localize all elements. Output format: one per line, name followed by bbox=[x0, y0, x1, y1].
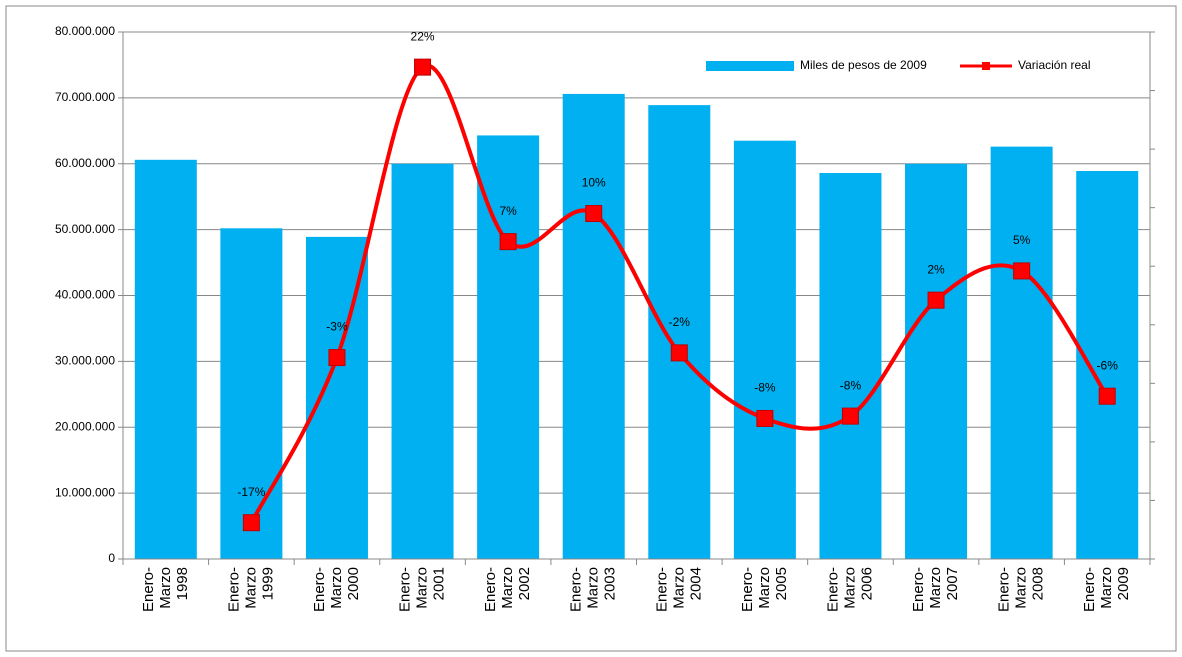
bar bbox=[733, 140, 796, 559]
x-tick-line: 2004 bbox=[687, 567, 704, 600]
x-tick-line: Enero- bbox=[482, 567, 499, 612]
legend-swatch bbox=[706, 61, 794, 71]
x-tick-line: Marzo bbox=[328, 567, 345, 609]
x-tick-label: Enero-Marzo2003 bbox=[568, 567, 619, 612]
x-tick-line: Marzo bbox=[1098, 567, 1115, 609]
bar bbox=[1076, 170, 1139, 559]
marker bbox=[499, 233, 517, 251]
data-label: -8% bbox=[840, 378, 862, 392]
marker bbox=[1098, 387, 1116, 405]
data-label: 5% bbox=[1013, 233, 1031, 247]
x-tick-label: Enero-Marzo2005 bbox=[739, 567, 790, 612]
x-tick-line: Marzo bbox=[841, 567, 858, 609]
data-label: 10% bbox=[582, 176, 606, 190]
x-tick-label: Enero-Marzo2008 bbox=[996, 567, 1047, 612]
bar bbox=[562, 93, 625, 560]
legend-label: Variación real bbox=[1018, 58, 1090, 72]
x-tick-line: Enero- bbox=[824, 567, 841, 612]
x-tick-label: Enero-Marzo2000 bbox=[311, 567, 362, 612]
line bbox=[249, 63, 1109, 524]
y-tick-label: 10.000.000 bbox=[55, 485, 115, 499]
x-tick-line: Enero- bbox=[910, 567, 927, 612]
x-tick-line: Marzo bbox=[499, 567, 516, 609]
marker bbox=[585, 205, 603, 223]
x-tick-line: Enero- bbox=[568, 567, 585, 612]
x-tick-line: Marzo bbox=[585, 567, 602, 609]
x-tick-line: 2006 bbox=[858, 567, 875, 600]
legend-label: Miles de pesos de 2009 bbox=[800, 58, 927, 72]
data-label: -17% bbox=[237, 485, 265, 499]
x-tick-line: Marzo bbox=[242, 567, 259, 609]
x-tick-line: 1998 bbox=[174, 567, 191, 600]
marker bbox=[414, 58, 432, 76]
x-tick-label: Enero-Marzo1999 bbox=[225, 567, 276, 612]
x-tick-label: Enero-Marzo2007 bbox=[910, 567, 961, 612]
y-tick-label: 80.000.000 bbox=[55, 24, 115, 38]
x-tick-line: Enero- bbox=[311, 567, 328, 612]
x-tick-line: 2001 bbox=[431, 567, 448, 600]
bar bbox=[648, 105, 711, 559]
data-label: -6% bbox=[1097, 358, 1119, 372]
x-tick-line: Marzo bbox=[157, 567, 174, 609]
x-tick-label: Enero-Marzo1998 bbox=[140, 567, 191, 612]
x-tick-line: Enero- bbox=[653, 567, 670, 612]
y-tick-label: 70.000.000 bbox=[55, 90, 115, 104]
x-tick-line: 2000 bbox=[345, 567, 362, 600]
x-tick-line: Marzo bbox=[414, 567, 431, 609]
x-tick-line: 2008 bbox=[1030, 567, 1047, 600]
x-tick-line: Marzo bbox=[670, 567, 687, 609]
bar bbox=[134, 159, 197, 560]
y-tick-label: 60.000.000 bbox=[55, 156, 115, 170]
x-tick-label: Enero-Marzo2002 bbox=[482, 567, 533, 612]
x-tick-line: 2002 bbox=[516, 567, 533, 600]
x-tick-label: Enero-Marzo2006 bbox=[824, 567, 875, 612]
data-label: -2% bbox=[669, 315, 691, 329]
data-label: 2% bbox=[927, 262, 945, 276]
data-label: 7% bbox=[499, 204, 517, 218]
y-tick-label: 0 bbox=[108, 551, 115, 565]
bar bbox=[990, 146, 1053, 559]
x-tick-line: Enero- bbox=[397, 567, 414, 612]
y-tick-label: 50.000.000 bbox=[55, 222, 115, 236]
x-tick-line: 1999 bbox=[259, 567, 276, 600]
x-tick-label: Enero-Marzo2004 bbox=[653, 567, 704, 612]
x-tick-line: 2009 bbox=[1115, 567, 1132, 600]
x-tick-label: Enero-Marzo2001 bbox=[397, 567, 448, 612]
x-tick-line: Enero- bbox=[739, 567, 756, 612]
y-tick-label: 20.000.000 bbox=[55, 419, 115, 433]
legend-swatch bbox=[982, 62, 990, 70]
x-tick-line: Marzo bbox=[1013, 567, 1030, 609]
marker bbox=[1013, 262, 1031, 280]
marker bbox=[328, 349, 346, 367]
x-tick-line: Enero- bbox=[996, 567, 1013, 612]
bar bbox=[220, 228, 283, 559]
x-tick-line: Marzo bbox=[756, 567, 773, 609]
x-tick-line: 2007 bbox=[944, 567, 961, 600]
data-label: -8% bbox=[754, 381, 776, 395]
bar bbox=[391, 163, 454, 559]
x-tick-label: Enero-Marzo2009 bbox=[1081, 567, 1132, 612]
x-tick-line: 2005 bbox=[773, 567, 790, 600]
y-tick-label: 40.000.000 bbox=[55, 288, 115, 302]
x-tick-line: Enero- bbox=[1081, 567, 1098, 612]
x-tick-line: 2003 bbox=[602, 567, 619, 600]
x-tick-line: Enero- bbox=[225, 567, 242, 612]
marker bbox=[242, 514, 260, 532]
data-label: 22% bbox=[411, 29, 435, 43]
bar bbox=[905, 163, 968, 559]
x-tick-line: Enero- bbox=[140, 567, 157, 612]
bar bbox=[819, 172, 882, 559]
marker bbox=[756, 409, 774, 427]
y-tick-label: 30.000.000 bbox=[55, 354, 115, 368]
x-tick-line: Marzo bbox=[927, 567, 944, 609]
marker bbox=[927, 291, 945, 309]
marker bbox=[841, 407, 859, 425]
data-label: -3% bbox=[326, 320, 348, 334]
marker bbox=[670, 344, 688, 362]
